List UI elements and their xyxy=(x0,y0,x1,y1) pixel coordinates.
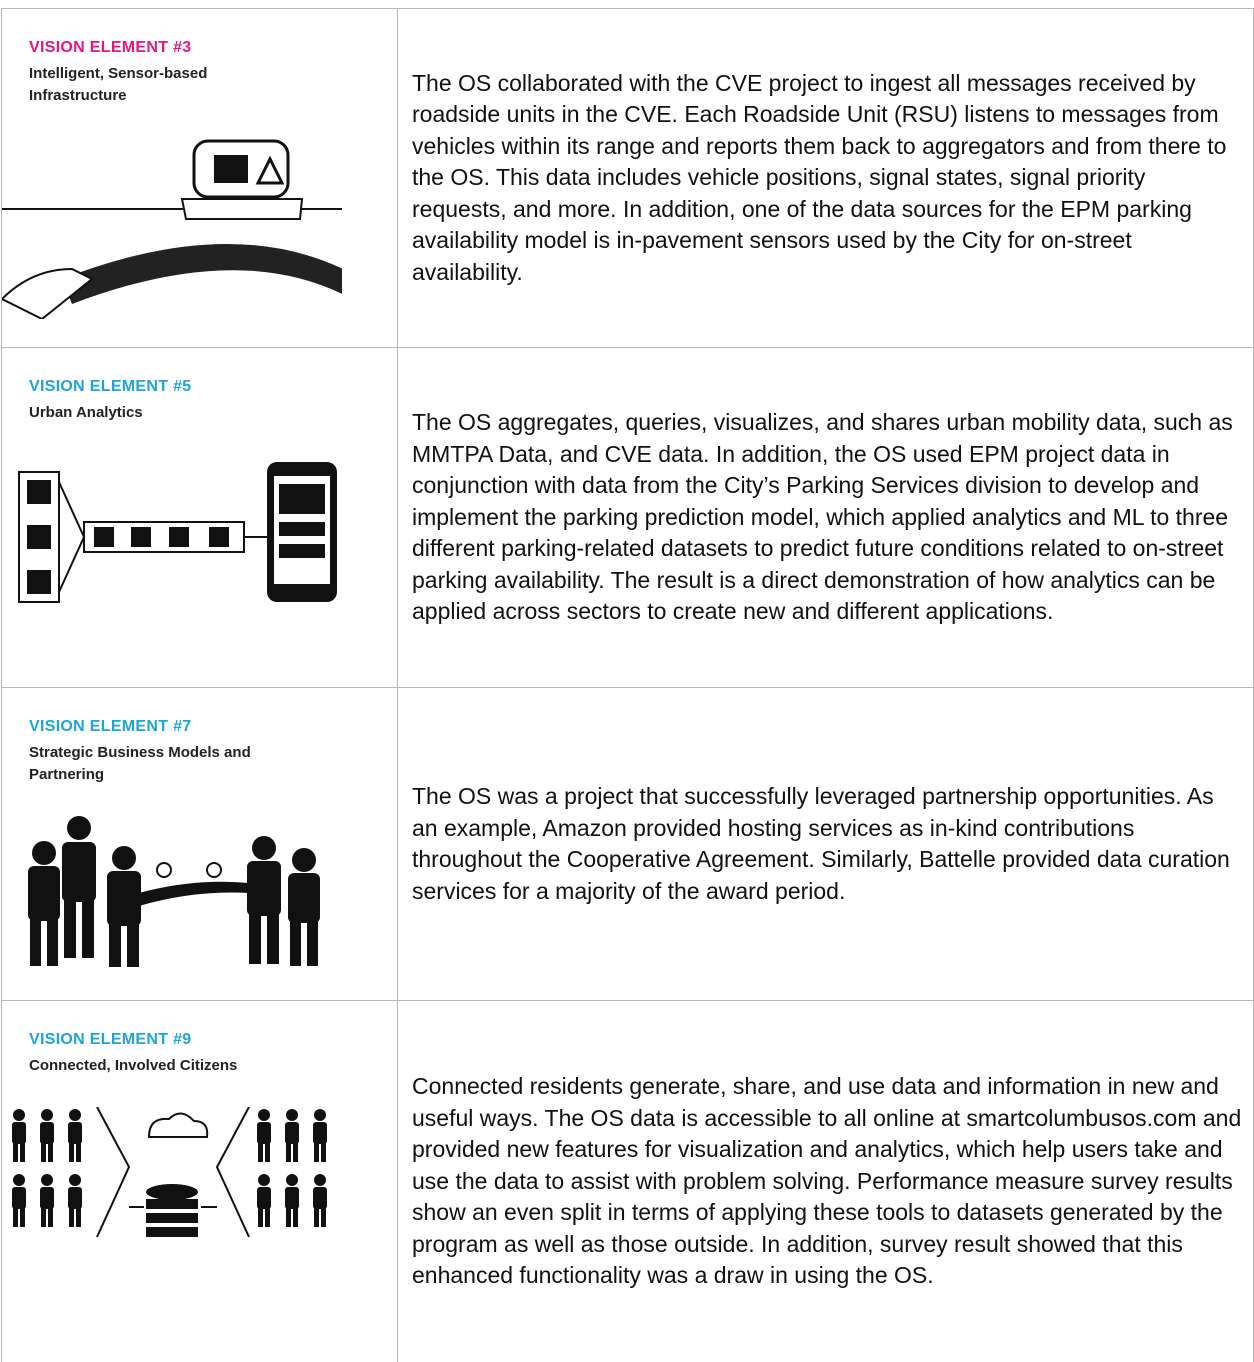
element-subtitle: Connected, Involved Citizens xyxy=(29,1057,238,1074)
element-subtitle: Intelligent, Sensor-based Infrastructure xyxy=(29,65,208,104)
element-subtitle: Strategic Business Models and Partnering xyxy=(29,744,251,783)
table-row: VISION ELEMENT #9 Connected, Involved Ci… xyxy=(1,1000,1254,1362)
left-cell: VISION ELEMENT #3 Intelligent, Sensor-ba… xyxy=(1,8,398,348)
analytics-icon xyxy=(18,462,337,603)
description-cell: The OS collaborated with the CVE project… xyxy=(397,8,1254,348)
element-subtitle: Urban Analytics xyxy=(29,404,143,421)
description-cell: The OS aggregates, queries, visualizes, … xyxy=(397,347,1254,688)
left-cell: VISION ELEMENT #5 Urban Analytics xyxy=(1,347,398,688)
description: The OS was a project that successfully l… xyxy=(412,783,1230,904)
element-label: VISION ELEMENT #5 xyxy=(29,378,192,395)
left-cell: VISION ELEMENT #9 Connected, Involved Ci… xyxy=(1,1000,398,1362)
element-label: VISION ELEMENT #9 xyxy=(29,1031,192,1048)
element-label: VISION ELEMENT #7 xyxy=(29,718,192,735)
description-cell: Connected residents generate, share, and… xyxy=(397,1000,1254,1362)
left-cell: VISION ELEMENT #7 Strategic Business Mod… xyxy=(1,687,398,1001)
description: The OS aggregates, queries, visualizes, … xyxy=(412,409,1233,625)
description: Connected residents generate, share, and… xyxy=(412,1073,1242,1288)
element-label: VISION ELEMENT #3 xyxy=(29,39,192,56)
citizens-icon xyxy=(12,1107,327,1238)
table-row: VISION ELEMENT #7 Strategic Business Mod… xyxy=(1,687,1254,1001)
sensor-icon xyxy=(2,139,342,319)
vision-table: VISION ELEMENT #3 Intelligent, Sensor-ba… xyxy=(1,8,1254,1362)
table-row: VISION ELEMENT #5 Urban Analytics The OS… xyxy=(1,347,1254,688)
partnering-icon xyxy=(28,816,320,967)
description: The OS collaborated with the CVE project… xyxy=(412,69,1227,285)
table-row: VISION ELEMENT #3 Intelligent, Sensor-ba… xyxy=(1,8,1254,348)
description-cell: The OS was a project that successfully l… xyxy=(397,687,1254,1001)
